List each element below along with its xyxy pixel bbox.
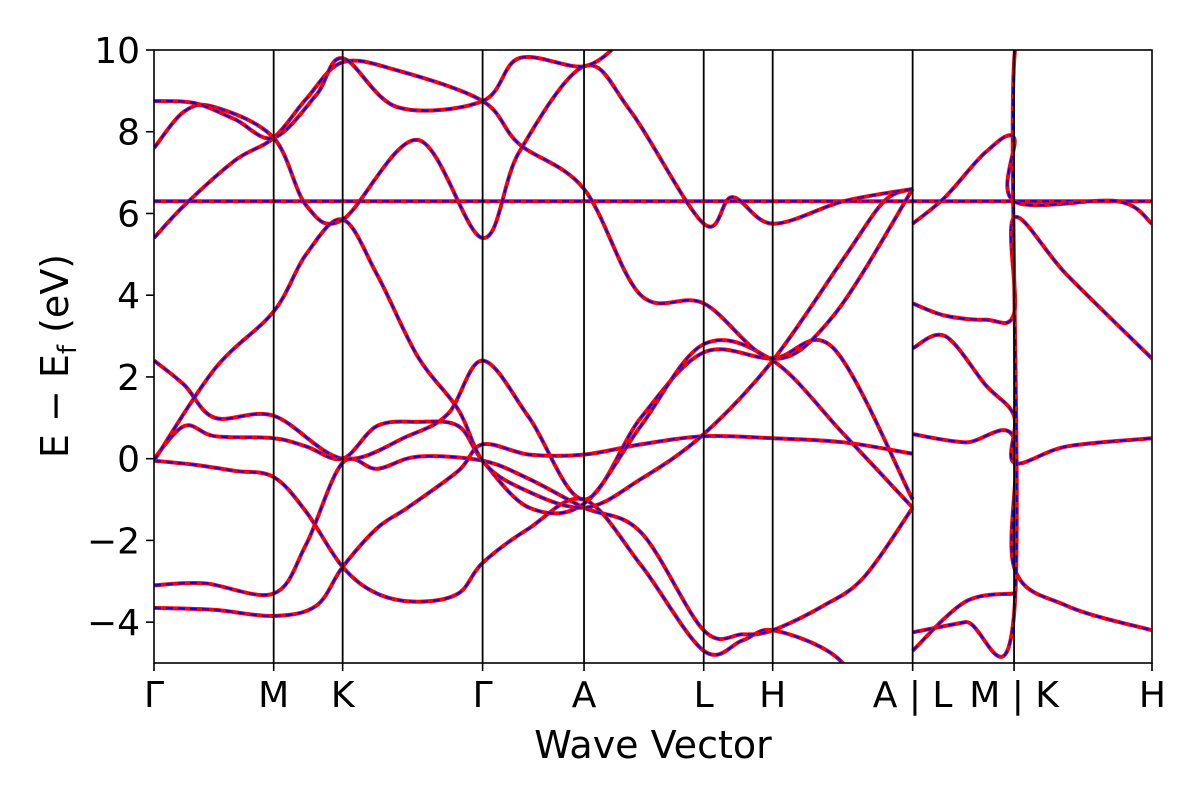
band-line-dashed [154, 64, 913, 239]
x-tick-label: Γ [473, 675, 493, 716]
band-line [911, 133, 1152, 226]
y-tick-label: −4 [87, 603, 140, 644]
x-tick-label: H [759, 675, 786, 716]
y-tick-label: 4 [117, 276, 140, 317]
y-axis-label-main: E − E [33, 354, 77, 458]
x-tick-label: A | L [873, 675, 953, 716]
x-axis-ticks: Γ M K Γ A L H A | L M | K H [144, 663, 1166, 716]
x-tick-label: L [694, 675, 714, 716]
y-tick-label: −2 [87, 521, 140, 562]
band-line [154, 58, 915, 361]
band-line-dashed [912, 134, 1152, 225]
high-symmetry-lines [272, 50, 1015, 663]
y-tick-label: 10 [94, 31, 140, 72]
y-axis-label-subscript: f [53, 344, 83, 354]
band-line-dashed [912, 333, 1152, 465]
band-lines [154, 50, 1152, 663]
x-axis-label: Wave Vector [534, 723, 772, 767]
x-tick-label: K [331, 675, 356, 716]
band-line-dashed [154, 455, 914, 641]
y-tick-label: 2 [117, 358, 140, 399]
plot-frame [153, 49, 1153, 664]
y-axis-label-unit: (eV) [33, 254, 77, 345]
y-axis-ticks: −4 −2 0 2 4 6 8 10 [87, 31, 154, 644]
x-tick-label: M | K [969, 675, 1060, 716]
band-line [154, 454, 915, 642]
band-line [911, 332, 1152, 466]
x-tick-label: H [1139, 675, 1166, 716]
x-tick-label: A [572, 675, 597, 716]
y-tick-label: 8 [117, 113, 140, 154]
band-line-dashed [912, 429, 1152, 632]
x-tick-label: Γ [144, 675, 164, 716]
band-line-dashed [154, 59, 914, 360]
band-line-dashed [912, 50, 1018, 658]
y-tick-label: 6 [117, 194, 140, 235]
band-line-dashed [911, 592, 1015, 652]
band-line-dashed [154, 339, 914, 515]
y-axis-label: E − Ef (eV) [33, 254, 83, 458]
x-tick-label: M [258, 675, 289, 716]
y-tick-label: 0 [117, 440, 140, 481]
band-line [154, 50, 615, 141]
band-line-dashed [154, 50, 613, 140]
